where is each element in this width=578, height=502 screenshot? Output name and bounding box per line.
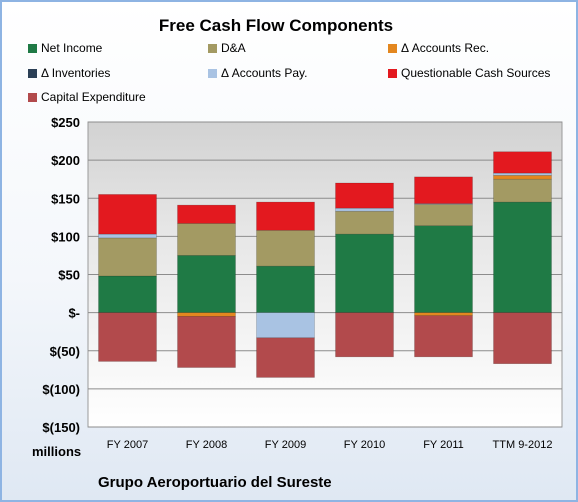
bar-segment [335, 312, 394, 358]
bar-segment [493, 312, 552, 365]
y-tick-label: $100 [51, 229, 80, 244]
legend-label: Capital Expenditure [41, 90, 146, 104]
bar-segment [493, 151, 552, 174]
legend-item-inventories: Δ Inventories [28, 66, 110, 80]
bar-segment [98, 312, 157, 362]
bar-segment [177, 316, 236, 368]
bar-segment [414, 312, 473, 316]
bar-segment [177, 312, 236, 317]
legend-item-da: D&A [208, 41, 246, 55]
bar-segment [335, 210, 394, 235]
bar-segment [177, 204, 236, 224]
y-tick-label: $250 [51, 115, 80, 130]
x-tick-label: FY 2010 [344, 439, 385, 451]
y-tick-label: $- [68, 306, 80, 321]
bar-segment [493, 178, 552, 203]
legend-item-questionable-cash-sources: Questionable Cash Sources [388, 66, 550, 80]
bar-segment [493, 175, 552, 180]
bar-segment [493, 172, 552, 176]
bar-segment [98, 275, 157, 313]
bar-segment [256, 265, 315, 313]
y-tick-label: $(100) [42, 382, 80, 397]
legend-label: Δ Accounts Pay. [221, 66, 308, 80]
bar-segment [177, 255, 236, 313]
x-tick-label: FY 2007 [107, 439, 148, 451]
bar-segment [256, 337, 315, 378]
legend-swatch [388, 43, 397, 53]
legend-swatch [208, 68, 217, 78]
legend-item-capital-expenditure: Capital Expenditure [28, 90, 146, 104]
legend-label: Questionable Cash Sources [401, 66, 551, 80]
x-tick-label: FY 2009 [265, 439, 306, 451]
legend-label: D&A [221, 41, 246, 55]
legend-swatch [208, 43, 217, 53]
bar-segment [177, 223, 236, 256]
legend-swatch [388, 68, 397, 78]
bar-segment [414, 176, 473, 204]
legend-swatch [28, 92, 37, 102]
bar-segment [335, 207, 394, 212]
x-tick-label: FY 2008 [186, 439, 227, 451]
bar-segment [414, 225, 473, 313]
bar-segment [493, 201, 552, 313]
bar-segment [256, 201, 315, 231]
legend-item-accounts-rec: Δ Accounts Rec. [388, 41, 489, 55]
legend-label: Δ Accounts Rec. [401, 41, 490, 55]
bar-segment [335, 233, 394, 313]
bar-segment [98, 194, 157, 235]
chart-title: Free Cash Flow Components [158, 16, 394, 35]
company-name: Grupo Aeroportuario del Sureste [98, 474, 332, 491]
y-tick-label: $200 [51, 153, 80, 168]
legend-swatch [28, 43, 37, 53]
bar-segment [414, 315, 473, 358]
legend-label: Net Income [41, 41, 103, 55]
bar-segment [98, 237, 157, 277]
bar-segment [414, 204, 473, 227]
legend-label: Δ Inventories [41, 66, 111, 80]
x-tick-label: TTM 9-2012 [493, 439, 553, 451]
legend-swatch [28, 68, 37, 78]
legend-item-net-income: Net Income [28, 41, 102, 55]
units-label: millions [32, 444, 82, 459]
y-tick-label: $(150) [42, 420, 80, 435]
legend-item-accounts-pay: Δ Accounts Pay. [208, 66, 308, 80]
bar-segment [256, 229, 315, 267]
y-tick-label: $(50) [50, 344, 80, 359]
y-tick-label: $150 [51, 191, 80, 206]
bar-segment [98, 233, 157, 239]
x-tick-label: FY 2011 [423, 439, 464, 451]
bar-segment [335, 182, 394, 209]
bar-segment [256, 312, 315, 339]
y-tick-label: $50 [58, 268, 80, 283]
